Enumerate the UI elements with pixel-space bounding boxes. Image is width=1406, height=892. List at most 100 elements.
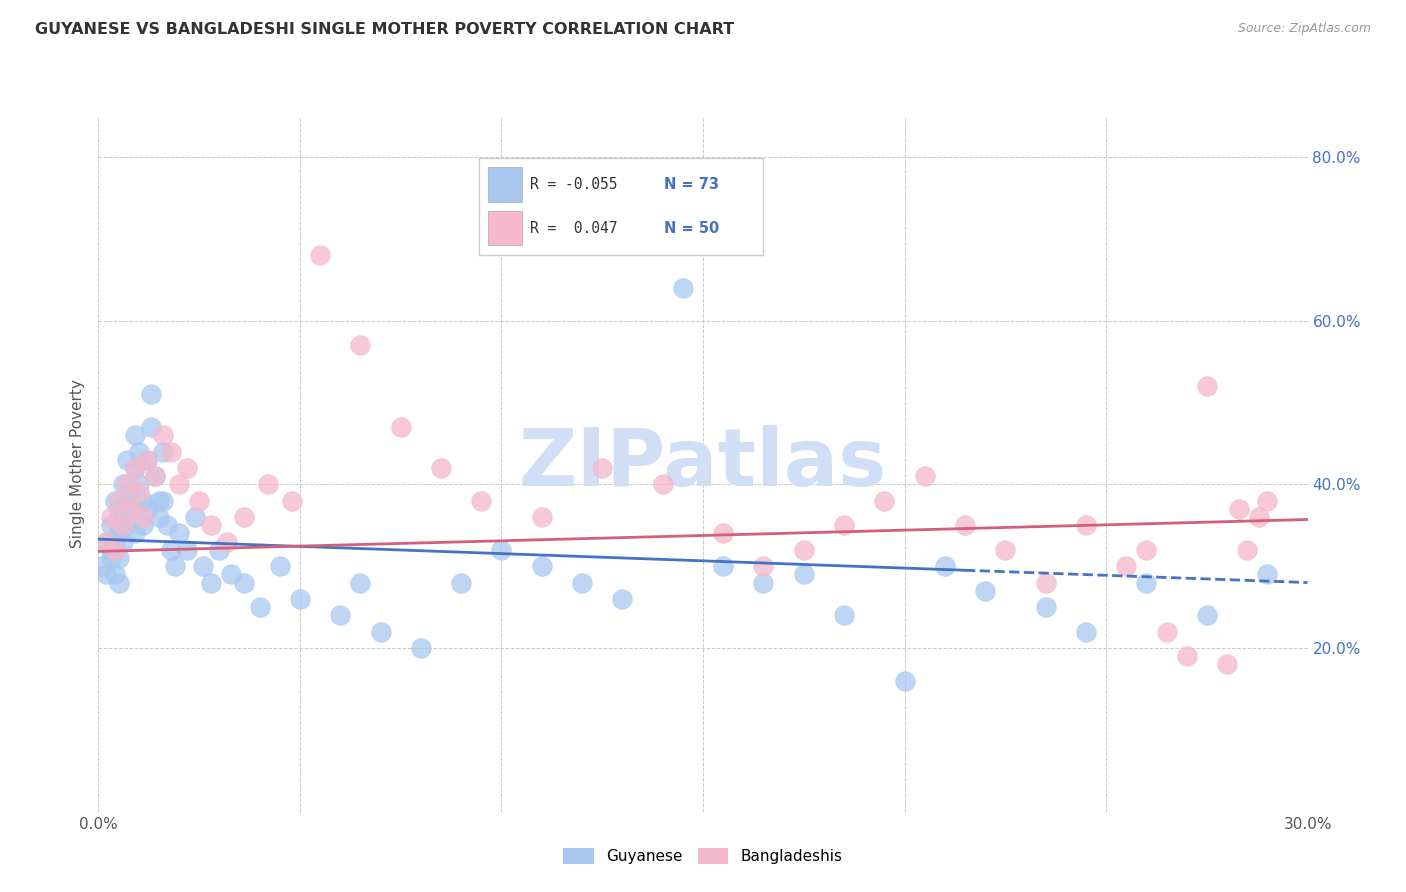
Point: [115, 518, 138, 533]
Point: [188, 493, 211, 508]
Text: N = 50: N = 50: [664, 221, 720, 235]
Point: [193, 559, 215, 574]
Point: [208, 542, 231, 557]
Point: [1195, 608, 1218, 623]
FancyBboxPatch shape: [488, 168, 522, 202]
Point: [135, 452, 157, 467]
Point: [115, 477, 138, 491]
Point: [111, 518, 134, 533]
Point: [176, 542, 198, 557]
Point: [530, 559, 553, 574]
Point: [100, 510, 122, 524]
Point: [128, 477, 150, 491]
Point: [107, 493, 129, 508]
Point: [91, 559, 114, 574]
Point: [100, 518, 122, 533]
Point: [232, 575, 254, 590]
Point: [1074, 624, 1097, 639]
Point: [1256, 493, 1278, 508]
Point: [128, 485, 150, 500]
Point: [152, 444, 174, 458]
Text: R =  0.047: R = 0.047: [530, 221, 619, 235]
Text: N = 73: N = 73: [664, 177, 718, 192]
Point: [793, 567, 815, 582]
Point: [1227, 501, 1250, 516]
Text: GUYANESE VS BANGLADESHI SINGLE MOTHER POVERTY CORRELATION CHART: GUYANESE VS BANGLADESHI SINGLE MOTHER PO…: [35, 22, 734, 37]
Point: [1135, 575, 1157, 590]
Point: [288, 591, 311, 606]
Point: [124, 526, 146, 541]
Point: [111, 534, 134, 549]
Point: [132, 518, 155, 533]
Point: [152, 428, 174, 442]
Point: [256, 477, 278, 491]
Point: [107, 575, 129, 590]
Point: [591, 461, 613, 475]
Point: [107, 501, 129, 516]
Point: [914, 469, 936, 483]
Point: [491, 542, 513, 557]
Point: [103, 542, 125, 557]
Point: [111, 477, 134, 491]
Point: [409, 640, 432, 655]
Point: [96, 567, 118, 582]
Point: [139, 387, 162, 401]
Point: [103, 493, 125, 508]
Point: [953, 518, 976, 533]
Point: [752, 559, 775, 574]
Point: [1035, 575, 1057, 590]
Point: [107, 526, 129, 541]
Point: [389, 420, 412, 434]
Point: [832, 608, 855, 623]
Point: [1256, 567, 1278, 582]
Point: [120, 485, 142, 500]
Point: [148, 510, 170, 524]
Point: [148, 493, 170, 508]
Point: [1035, 600, 1057, 615]
Point: [124, 428, 146, 442]
Point: [1074, 518, 1097, 533]
FancyBboxPatch shape: [488, 211, 522, 245]
Point: [124, 461, 146, 475]
Point: [309, 248, 332, 262]
Point: [793, 542, 815, 557]
Point: [107, 551, 129, 566]
Y-axis label: Single Mother Poverty: Single Mother Poverty: [70, 379, 86, 549]
Text: Source: ZipAtlas.com: Source: ZipAtlas.com: [1237, 22, 1371, 36]
Point: [370, 624, 392, 639]
Point: [139, 420, 162, 434]
Point: [160, 542, 183, 557]
Point: [612, 591, 634, 606]
Point: [111, 510, 134, 524]
Point: [994, 542, 1017, 557]
Point: [1249, 510, 1271, 524]
Point: [1195, 379, 1218, 393]
Point: [120, 501, 142, 516]
Point: [651, 477, 673, 491]
Point: [832, 518, 855, 533]
Point: [143, 469, 166, 483]
Point: [974, 583, 997, 598]
Point: [530, 510, 553, 524]
Point: [1156, 624, 1178, 639]
Point: [163, 559, 186, 574]
Point: [132, 493, 155, 508]
Point: [752, 575, 775, 590]
Point: [100, 542, 122, 557]
Text: ZIPatlas: ZIPatlas: [519, 425, 887, 503]
Point: [96, 534, 118, 549]
Point: [156, 518, 179, 533]
Point: [249, 600, 271, 615]
Point: [873, 493, 896, 508]
Point: [1135, 542, 1157, 557]
Point: [672, 281, 695, 295]
Point: [470, 493, 492, 508]
Legend: Guyanese, Bangladeshis: Guyanese, Bangladeshis: [557, 842, 849, 871]
Point: [893, 673, 915, 688]
Text: R = -0.055: R = -0.055: [530, 177, 619, 192]
Point: [571, 575, 593, 590]
Point: [1216, 657, 1239, 672]
Point: [160, 444, 183, 458]
Point: [103, 534, 125, 549]
Point: [1115, 559, 1137, 574]
